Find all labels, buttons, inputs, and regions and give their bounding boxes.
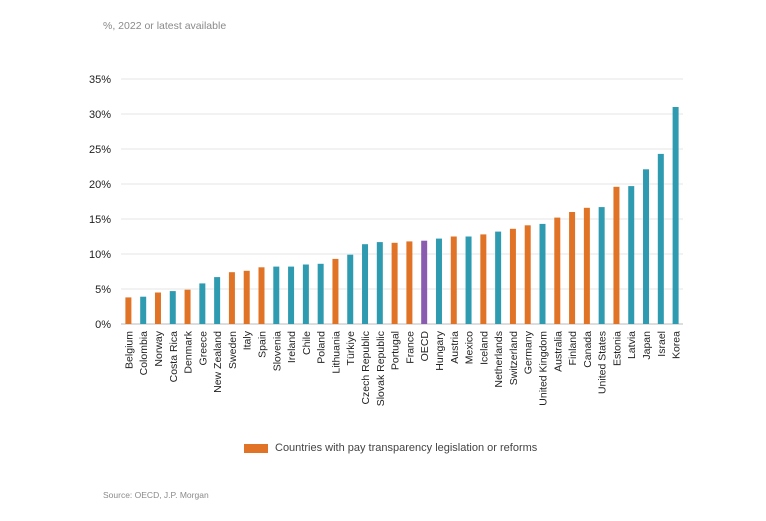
legend-swatch [244, 443, 268, 453]
y-tick-label: 0% [95, 319, 111, 331]
x-tick-label: Switzerland [508, 331, 520, 385]
bar-japan [643, 169, 650, 324]
bar-italy [243, 270, 250, 324]
bar-czech-republic [362, 244, 369, 324]
x-tick-label: Austria [449, 331, 461, 364]
x-tick-label: Estonia [611, 331, 623, 366]
bar-belgium [125, 297, 132, 324]
bar-canada [583, 207, 590, 324]
bar-ireland [288, 266, 295, 324]
bar-switzerland [509, 228, 516, 324]
x-tick-label: Ireland [286, 331, 298, 363]
bar-oecd [421, 240, 428, 324]
bar-sweden [228, 272, 235, 324]
bar-spain [258, 267, 265, 324]
legend: Countries with pay transparency legislat… [244, 442, 537, 454]
bar-austria [450, 236, 457, 324]
y-tick-label: 30% [89, 109, 111, 121]
bar-new-zealand [214, 277, 221, 324]
bar-poland [317, 263, 324, 324]
bar-slovenia [273, 266, 280, 324]
x-tick-label: United States [597, 331, 609, 394]
x-tick-label: Italy [242, 330, 254, 350]
x-tick-label: New Zealand [212, 331, 224, 393]
x-tick-label: United Kingdom [538, 331, 550, 406]
x-tick-label: Spain [257, 331, 269, 358]
y-tick-label: 20% [89, 179, 111, 191]
x-tick-label: Poland [316, 331, 328, 364]
bars [125, 107, 679, 324]
bar-france [406, 241, 413, 324]
bar-iceland [480, 234, 487, 324]
x-tick-label: Korea [671, 331, 683, 359]
bar-estonia [613, 186, 620, 324]
source-note: Source: OECD, J.P. Morgan [103, 490, 209, 500]
y-tick-label: 10% [89, 249, 111, 261]
y-tick-label: 15% [89, 214, 111, 226]
x-tick-label: Sweden [227, 331, 239, 369]
chart-subtitle: %, 2022 or latest available [103, 20, 227, 32]
x-tick-label: Greece [197, 331, 209, 366]
bar-portugal [391, 242, 398, 324]
y-axis-ticks: 0% 5% 10% 15% 20% 25% 30% 35% [89, 74, 111, 331]
x-tick-label: Japan [641, 331, 653, 360]
x-tick-label: Belgium [123, 331, 135, 369]
bar-chile [302, 264, 309, 324]
bar-norway [154, 292, 161, 324]
x-tick-label: Latvia [626, 331, 638, 359]
bar-mexico [465, 236, 472, 324]
x-tick-label: Norway [153, 330, 165, 366]
x-tick-label: France [404, 331, 416, 364]
bar-slovak-republic [376, 242, 383, 324]
bar-korea [672, 107, 679, 324]
x-tick-label: OECD [419, 331, 431, 362]
bar-t-rkiye [347, 254, 354, 324]
bar-netherlands [495, 231, 502, 324]
bar-israel [657, 153, 664, 324]
x-tick-label: Portugal [390, 331, 402, 370]
legend-label: Countries with pay transparency legislat… [275, 442, 538, 454]
x-axis-labels: Belgium Colombia Norway Costa Rica Denmark Gr… [123, 330, 682, 406]
x-tick-label: Colombia [138, 331, 150, 376]
bar-latvia [628, 186, 635, 324]
bar-denmark [184, 289, 191, 324]
y-tick-label: 5% [95, 284, 111, 296]
y-tick-label: 25% [89, 144, 111, 156]
x-tick-label: Hungary [434, 330, 446, 370]
x-tick-label: Israel [656, 331, 668, 357]
x-tick-label: Czech Republic [360, 331, 372, 405]
bar-hungary [435, 238, 442, 324]
y-tick-label: 35% [89, 74, 111, 86]
bar-greece [199, 283, 206, 324]
x-tick-label: Iceland [478, 331, 490, 365]
x-tick-label: Lithuania [330, 331, 342, 374]
x-tick-label: Türkiye [345, 331, 357, 366]
x-tick-label: Australia [552, 331, 564, 372]
x-tick-label: Germany [523, 330, 535, 374]
bar-germany [524, 225, 531, 324]
bar-colombia [140, 296, 147, 324]
bar-lithuania [332, 258, 339, 324]
bar-united-kingdom [539, 223, 546, 324]
bar-finland [569, 212, 576, 324]
x-tick-label: Canada [582, 331, 594, 368]
x-tick-label: Mexico [464, 331, 476, 364]
x-tick-label: Denmark [183, 330, 195, 373]
bar-united-states [598, 207, 605, 324]
x-tick-label: Chile [301, 331, 313, 355]
x-tick-label: Slovak Republic [375, 331, 387, 406]
bar-costa-rica [169, 291, 176, 324]
bar-australia [554, 217, 561, 324]
x-tick-label: Netherlands [493, 331, 505, 388]
x-tick-label: Costa Rica [168, 331, 180, 383]
x-tick-label: Slovenia [271, 331, 283, 371]
x-tick-label: Finland [567, 331, 579, 366]
